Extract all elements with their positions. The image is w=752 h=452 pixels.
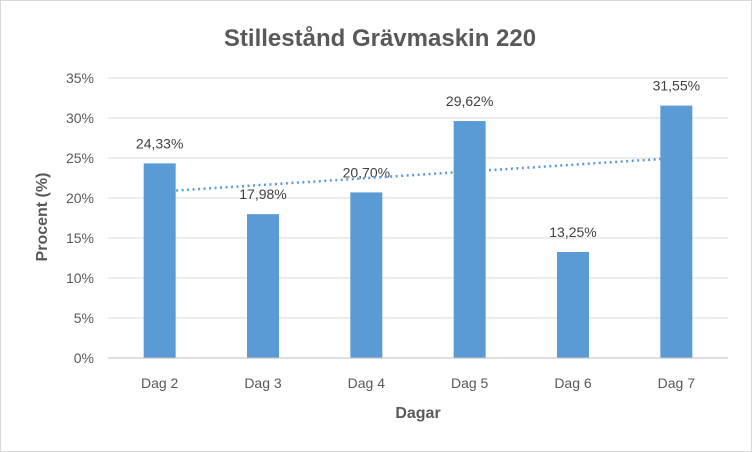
x-tick-label: Dag 5 xyxy=(451,375,489,391)
bar xyxy=(660,105,693,358)
y-axis-title: Procent (%) xyxy=(34,173,51,262)
trendline xyxy=(159,156,677,193)
y-tick-label: 35% xyxy=(66,70,94,86)
trendline-line xyxy=(159,156,677,193)
x-tick-label: Dag 3 xyxy=(244,375,282,391)
data-label: 24,33% xyxy=(136,135,183,151)
x-tick-label: Dag 7 xyxy=(658,375,696,391)
x-tick-label: Dag 2 xyxy=(141,375,179,391)
data-label: 31,55% xyxy=(653,78,700,94)
y-tick-label: 20% xyxy=(66,190,94,206)
y-tick-label: 30% xyxy=(66,110,94,126)
data-label: 17,98% xyxy=(239,186,286,202)
bar xyxy=(247,214,279,358)
data-labels: 24,33% 17,98% 20,70% 29,62% 13,25% 31,55% xyxy=(136,78,700,240)
chart-title: Stillestånd Grävmaskin 220 xyxy=(224,25,536,52)
y-tick-label: 15% xyxy=(66,230,94,246)
data-label: 20,70% xyxy=(343,164,390,180)
bars xyxy=(143,105,693,358)
x-tick-label: Dag 4 xyxy=(348,375,386,391)
y-tick-label: 5% xyxy=(74,310,94,326)
bar xyxy=(557,252,589,358)
data-label: 29,62% xyxy=(446,93,493,109)
y-axis-ticks: 0% 5% 10% 15% 20% 25% 30% 35% xyxy=(66,70,94,366)
x-axis-ticks: Dag 2 Dag 3 Dag 4 Dag 5 Dag 6 Dag 7 xyxy=(141,375,695,391)
x-tick-label: Dag 6 xyxy=(554,375,592,391)
x-axis-title: Dagar xyxy=(395,405,440,422)
y-tick-label: 10% xyxy=(66,270,94,286)
bar xyxy=(350,192,383,358)
data-label: 13,25% xyxy=(549,224,596,240)
bar xyxy=(453,121,486,358)
y-tick-label: 25% xyxy=(66,150,94,166)
bar xyxy=(143,163,176,358)
gridlines xyxy=(108,77,728,319)
y-tick-label: 0% xyxy=(74,350,94,366)
